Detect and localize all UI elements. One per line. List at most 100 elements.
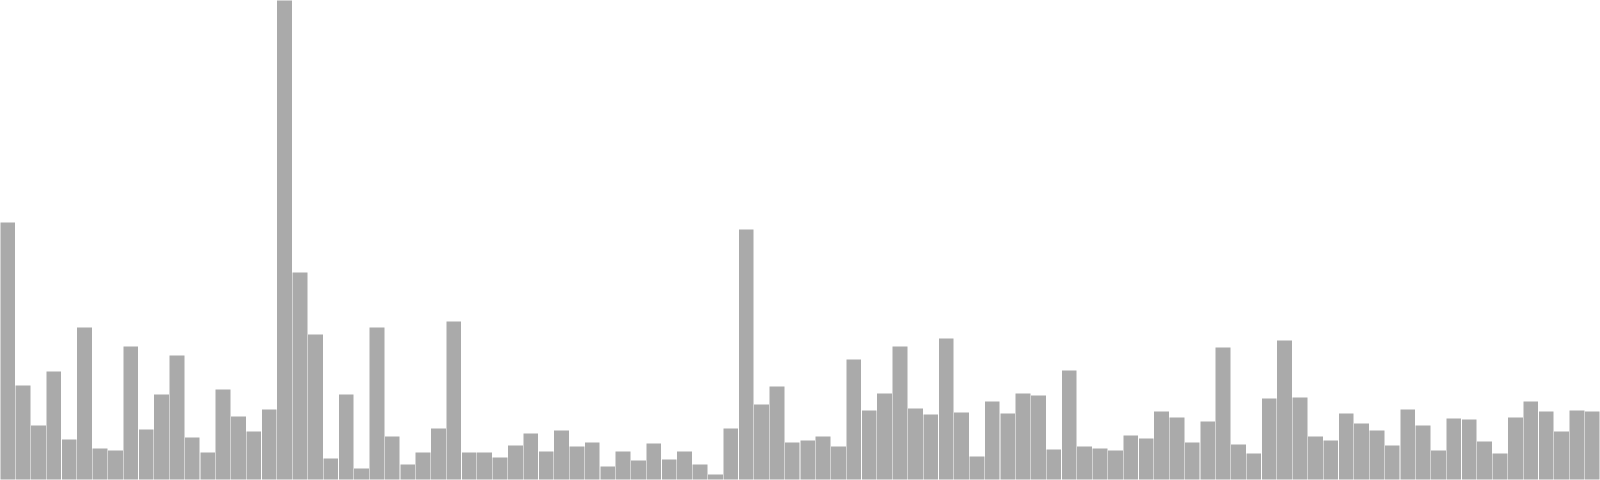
bar-36 — [538, 450, 555, 480]
bar-80 — [1215, 346, 1232, 480]
bar-27 — [399, 463, 416, 480]
bar-39 — [584, 441, 601, 480]
bar-15 — [215, 388, 232, 480]
bar-75 — [1138, 437, 1155, 480]
bar-8 — [107, 449, 124, 480]
bar-90 — [1368, 429, 1385, 480]
bar-13 — [184, 436, 201, 480]
bar-60 — [907, 407, 924, 480]
bar-91 — [1384, 444, 1401, 480]
bar-9 — [122, 345, 139, 480]
bar-33 — [492, 456, 508, 480]
bar-25 — [368, 326, 385, 480]
bar-76 — [1153, 410, 1170, 480]
bar-82 — [1245, 452, 1262, 480]
bar-47 — [707, 473, 724, 480]
bar-87 — [1322, 439, 1339, 480]
bar-44 — [661, 458, 678, 480]
bar-14 — [199, 451, 216, 480]
bar-17 — [245, 430, 262, 480]
bar-74 — [1122, 434, 1139, 480]
bar-77 — [1168, 416, 1185, 480]
bar-96 — [1461, 418, 1478, 480]
bar-11 — [153, 393, 170, 480]
bar-100 — [1522, 400, 1539, 480]
bar-43 — [645, 442, 662, 480]
bar-93 — [1415, 424, 1432, 480]
bar-57 — [861, 409, 878, 480]
bar-58 — [876, 392, 893, 480]
bar-37 — [553, 429, 570, 480]
bar-32 — [476, 451, 493, 480]
bar-102 — [1553, 430, 1570, 480]
bar-22 — [322, 457, 339, 480]
bar-55 — [830, 445, 847, 480]
bar-34 — [507, 444, 524, 480]
bar-5 — [61, 438, 78, 480]
bar-48 — [722, 427, 739, 480]
bar-86 — [1307, 435, 1324, 480]
bar-62 — [938, 337, 955, 480]
bar-97 — [1476, 440, 1493, 480]
bar-68 — [1030, 394, 1047, 480]
bar-26 — [384, 435, 401, 480]
bar-89 — [1353, 422, 1370, 480]
bar-1 — [0, 221, 16, 480]
bar-49 — [738, 228, 755, 480]
bar-51 — [768, 385, 785, 480]
bar-70 — [1061, 369, 1078, 480]
bar-31 — [461, 451, 478, 480]
bar-23 — [338, 393, 355, 480]
bar-72 — [1092, 447, 1108, 480]
bar-16 — [230, 415, 247, 480]
bar-10 — [138, 428, 155, 480]
bar-54 — [815, 435, 832, 480]
bar-28 — [415, 451, 432, 480]
bar-21 — [307, 333, 324, 480]
bar-95 — [1445, 417, 1462, 480]
bar-40 — [599, 465, 616, 480]
bar-50 — [753, 403, 770, 480]
bar-79 — [1199, 420, 1216, 480]
bar-46 — [692, 463, 708, 480]
bar-19 — [276, 0, 293, 480]
bar-59 — [892, 345, 908, 480]
bar-73 — [1107, 449, 1124, 480]
bar-104 — [1584, 410, 1600, 480]
bar-69 — [1045, 448, 1062, 480]
bar-83 — [1261, 397, 1278, 480]
bar-61 — [922, 413, 939, 480]
bar-56 — [845, 358, 862, 480]
bar-71 — [1076, 445, 1093, 480]
bar-38 — [568, 445, 585, 480]
bar-53 — [799, 439, 816, 480]
bar-24 — [353, 467, 370, 480]
bar-7 — [92, 447, 108, 480]
bar-94 — [1430, 449, 1447, 480]
bar-101 — [1538, 410, 1555, 480]
bar-2 — [15, 384, 32, 480]
bar-35 — [522, 432, 539, 480]
bar-41 — [615, 450, 632, 480]
bar-4 — [45, 370, 62, 480]
bar-29 — [430, 427, 447, 480]
bar-99 — [1507, 416, 1524, 480]
bar-20 — [292, 271, 308, 480]
bar-3 — [30, 424, 47, 480]
bar-65 — [984, 400, 1001, 480]
bar-84 — [1276, 339, 1293, 480]
bar-92 — [1399, 408, 1416, 480]
bar-98 — [1492, 452, 1508, 480]
bar-64 — [968, 455, 985, 480]
bar-63 — [953, 411, 970, 480]
bar-45 — [676, 450, 693, 480]
bar-30 — [445, 320, 462, 480]
bar-81 — [1230, 443, 1247, 480]
bar-18 — [261, 408, 278, 480]
bar-103 — [1568, 409, 1585, 480]
bar-85 — [1292, 396, 1308, 480]
bar-88 — [1338, 412, 1355, 480]
bar-42 — [630, 459, 647, 480]
